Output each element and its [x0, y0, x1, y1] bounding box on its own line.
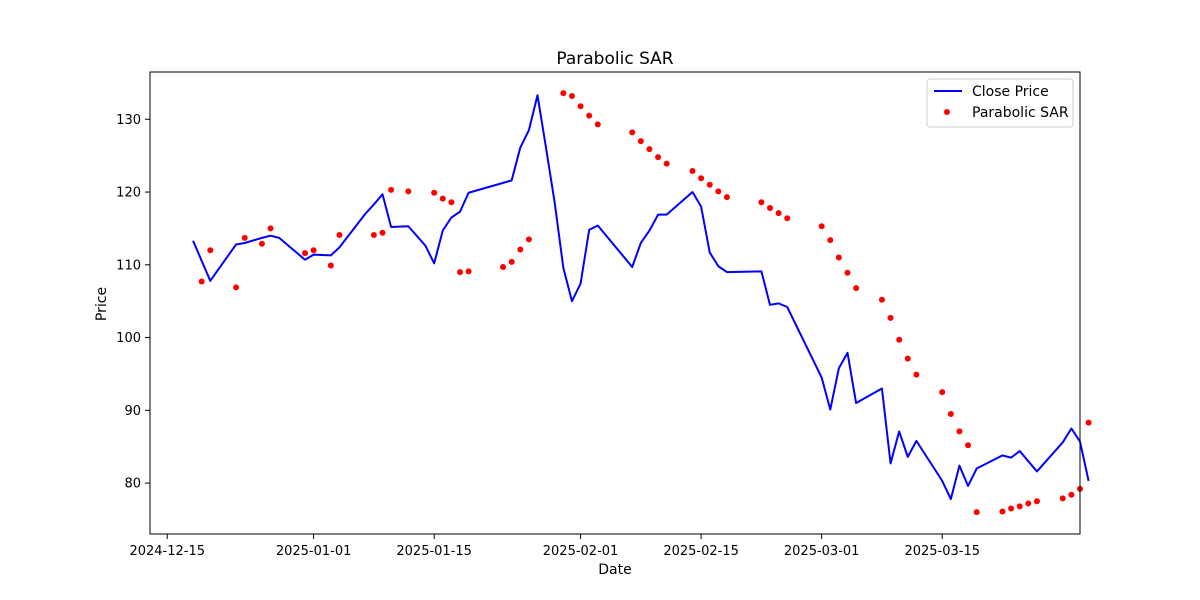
parabolic-sar-point: [525, 236, 532, 243]
parabolic-sar-point: [302, 250, 308, 257]
close-price-line: [192, 94, 1090, 501]
x-tick-label: 2025-01-01: [276, 544, 352, 559]
parabolic-sar-point: [818, 223, 825, 230]
parabolic-sar-point: [388, 186, 395, 193]
parabolic-sar-point: [973, 509, 980, 516]
parabolic-sar-point: [258, 240, 265, 247]
parabolic-sar-point: [370, 231, 377, 238]
parabolic-sar-point: [956, 428, 963, 435]
x-tick-label: 2024-12-15: [129, 544, 205, 559]
parabolic-sar-point: [327, 262, 334, 269]
chart-title: Parabolic SAR: [556, 49, 673, 69]
parabolic-sar-point: [207, 247, 214, 254]
parabolic-sar-point: [844, 269, 851, 276]
legend-close-price-label: Close Price: [972, 84, 1049, 100]
parabolic-sar-point: [999, 508, 1006, 515]
parabolic-sar-point: [241, 234, 248, 241]
x-tick-label: 2025-02-15: [663, 544, 739, 559]
parabolic-sar-point: [913, 371, 920, 378]
parabolic-sar-point: [965, 442, 972, 449]
x-axis-label: Date: [598, 562, 631, 578]
parabolic-sar-point: [577, 103, 584, 110]
parabolic-sar-point: [706, 181, 713, 188]
parabolic-sar-point: [1059, 495, 1066, 502]
parabolic-sar-point: [267, 225, 274, 232]
parabolic-sar-point: [775, 210, 782, 217]
plot-frame: [149, 71, 1081, 535]
parabolic-sar-point: [233, 284, 240, 291]
parabolic-sar-point: [310, 247, 317, 254]
x-tick-label: 2025-01-15: [396, 544, 472, 559]
legend-box: [926, 78, 1074, 128]
parabolic-sar-point: [1085, 419, 1092, 426]
parabolic-sar-point: [431, 189, 438, 196]
y-axis: 80 90 100 110 120 130: [116, 113, 150, 492]
parabolic-sar-point: [646, 146, 653, 153]
parabolic-sar-point: [689, 167, 696, 174]
parabolic-sar-point: [887, 314, 894, 321]
parabolic-sar-point: [827, 237, 834, 244]
parabolic-sar-point: [637, 138, 644, 145]
parabolic-sar-point: [947, 410, 954, 417]
parabolic-sar-point: [1016, 503, 1023, 510]
parabolic-sar-point: [1033, 498, 1040, 505]
parabolic-sar-point: [405, 188, 412, 195]
parabolic-sar-point: [457, 269, 463, 276]
parabolic-sar-point: [1068, 491, 1075, 498]
legend: Close Price Parabolic SAR: [926, 78, 1074, 128]
parabolic-sar-point: [784, 215, 791, 222]
parabolic-sar-point: [758, 199, 765, 206]
y-tick-label: 100: [116, 331, 141, 346]
x-tick-label: 2025-03-01: [784, 544, 860, 559]
parabolic-sar-point: [723, 194, 730, 201]
parabolic-sar-point: [379, 229, 386, 236]
parabolic-sar-point: [465, 268, 472, 275]
legend-parabolic-sar-swatch: [944, 109, 950, 115]
parabolic-sar-point: [663, 160, 670, 167]
parabolic-sar-point: [517, 246, 524, 253]
parabolic-sar-point: [439, 195, 446, 202]
parabolic-sar-point: [835, 254, 842, 261]
parabolic-sar-point: [715, 188, 722, 195]
parabolic-sar-point: [853, 285, 860, 292]
parabolic-sar-point: [1008, 505, 1015, 512]
parabolic-sar-point: [508, 258, 515, 265]
parabolic-sar-point: [586, 112, 593, 119]
y-tick-label: 120: [116, 186, 141, 201]
y-tick-label: 90: [124, 404, 141, 419]
y-tick-label: 130: [116, 113, 141, 128]
parabolic-sar-point: [198, 278, 205, 285]
parabolic-sar-point: [629, 129, 636, 136]
parabolic-sar-point: [1025, 500, 1032, 507]
y-tick-label: 80: [124, 477, 141, 492]
parabolic-sar-point: [655, 154, 662, 161]
parabolic-sar-point: [448, 199, 455, 206]
parabolic-sar-point: [878, 296, 885, 303]
y-tick-label: 110: [116, 258, 141, 273]
x-axis: 2024-12-15 2025-01-01 2025-01-15 2025-02-01…: [129, 534, 980, 559]
parabolic-sar-point: [560, 90, 567, 97]
parabolic-sar-point: [698, 175, 705, 182]
parabolic-sar-point: [500, 263, 507, 270]
parabolic-sar-point: [939, 389, 946, 396]
parabolic-sar-point: [896, 336, 903, 343]
parabolic-sar-point: [904, 355, 911, 362]
plot-area: [192, 90, 1092, 516]
legend-parabolic-sar-label: Parabolic SAR: [972, 105, 1069, 121]
parabolic-sar-point: [594, 121, 601, 128]
x-tick-label: 2025-02-01: [543, 544, 619, 559]
parabolic-sar-point: [568, 93, 575, 100]
y-axis-label: Price: [94, 287, 110, 321]
parabolic-sar-point: [767, 205, 773, 212]
parabolic-sar-point: [336, 231, 343, 238]
x-tick-label: 2025-03-15: [904, 544, 980, 559]
